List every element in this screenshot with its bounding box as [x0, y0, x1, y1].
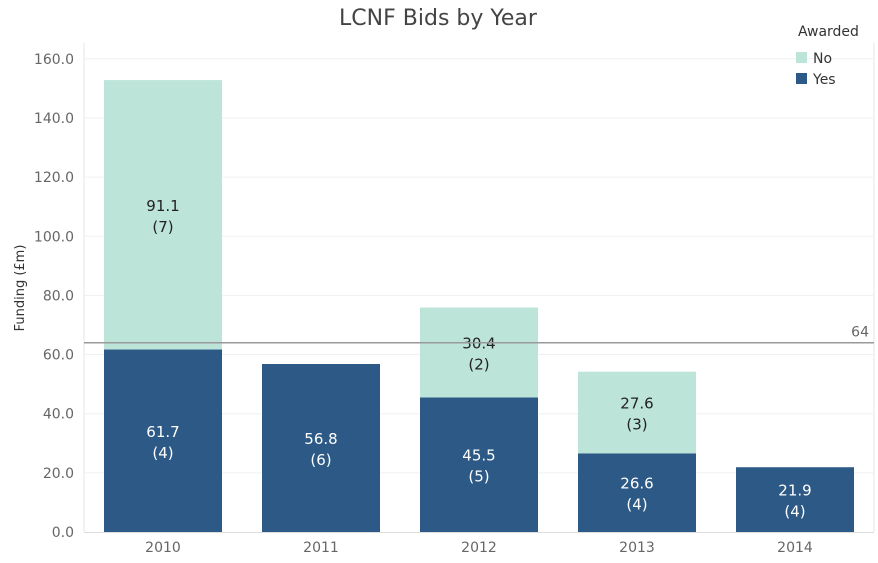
bar-yes-2014[interactable]	[736, 467, 854, 532]
bar-count-label: (2)	[468, 355, 489, 373]
chart-title: LCNF Bids by Year	[339, 6, 538, 31]
bar-count-label: (6)	[310, 451, 331, 469]
bar-value-label: 30.4	[462, 334, 495, 352]
bar-no-2010[interactable]	[104, 80, 222, 350]
x-tick-label: 2011	[303, 540, 339, 556]
y-tick-label: 0.0	[52, 525, 74, 541]
legend-swatch-no	[796, 52, 807, 63]
y-tick-label: 140.0	[34, 111, 74, 127]
x-tick-label: 2010	[145, 540, 181, 556]
y-tick-label: 60.0	[43, 348, 74, 364]
bar-value-label: 21.9	[778, 482, 811, 500]
bars	[104, 80, 854, 532]
bar-no-2013[interactable]	[578, 371, 696, 454]
bar-value-label: 61.7	[146, 423, 179, 441]
reference-line: 64	[84, 325, 874, 344]
x-tick-label: 2014	[777, 540, 813, 556]
bar-count-label: (7)	[152, 218, 173, 236]
y-tick-label: 80.0	[43, 288, 74, 304]
bar-yes-2011[interactable]	[262, 364, 380, 532]
bar-yes-2010[interactable]	[104, 349, 222, 532]
x-axis-ticks: 2010 2011 2012 2013 2014	[145, 540, 813, 556]
x-tick-label: 2013	[619, 540, 655, 556]
bar-count-label: (5)	[468, 468, 489, 486]
bar-count-label: (4)	[152, 444, 173, 462]
reference-line-label: 64	[851, 325, 869, 341]
legend-title: Awarded	[798, 24, 859, 40]
bar-count-label: (4)	[626, 496, 647, 514]
legend-swatch-yes	[796, 73, 807, 84]
bar-value-label: 27.6	[620, 395, 653, 413]
bar-yes-2013[interactable]	[578, 453, 696, 532]
y-axis-ticks: 0.0 20.0 40.0 60.0 80.0 100.0 120.0 140.0 160.0	[34, 52, 74, 541]
y-tick-label: 120.0	[34, 170, 74, 186]
bar-count-label: (3)	[626, 416, 647, 434]
bar-value-label: 26.6	[620, 475, 653, 493]
y-tick-label: 100.0	[34, 229, 74, 245]
bar-value-label: 91.1	[146, 197, 179, 215]
legend[interactable]: Awarded No Yes	[796, 24, 859, 88]
legend-label-no: No	[813, 51, 832, 67]
y-axis-label: Funding (£m)	[13, 245, 28, 332]
x-tick-label: 2012	[461, 540, 497, 556]
bar-yes-2012[interactable]	[420, 397, 538, 532]
bar-value-label: 45.5	[462, 447, 495, 465]
y-tick-label: 40.0	[43, 407, 74, 423]
bar-labels: 61.7 (4) 91.1 (7) 56.8 (6) 45.5 (5) 30.4 (2) 26.6 (…	[146, 197, 811, 521]
bar-count-label: (4)	[784, 503, 805, 521]
bar-value-label: 56.8	[304, 430, 337, 448]
bar-no-2012[interactable]	[420, 307, 538, 398]
y-tick-label: 160.0	[34, 52, 74, 68]
y-tick-label: 20.0	[43, 466, 74, 482]
legend-label-yes: Yes	[812, 72, 836, 88]
